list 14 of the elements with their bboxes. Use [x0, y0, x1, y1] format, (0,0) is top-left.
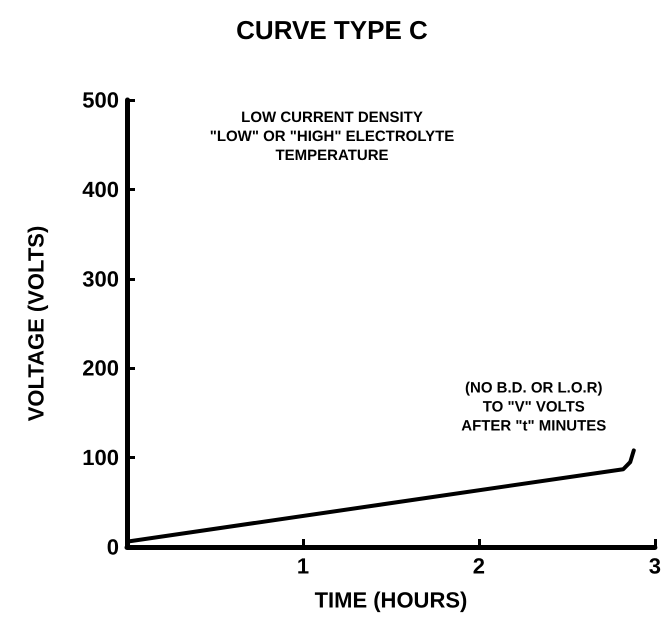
- annotation: (NO B.D. OR L.O.R) TO "V" VOLTS AFTER "t" MINUTES: [461, 379, 606, 434]
- y-tick-label: 500: [82, 88, 119, 112]
- y-tick-label: 200: [82, 356, 119, 381]
- y-tick-label: 300: [82, 266, 119, 292]
- annotation: LOW CURRENT DENSITY "LOW" OR "HIGH" ELECTROLYTE TEMPERATURE: [210, 109, 454, 164]
- y-tick-label: 0: [106, 534, 119, 560]
- x-tick-label: 3: [648, 554, 662, 578]
- x-tick-label: 1: [296, 554, 310, 578]
- x-tick-label: 2: [472, 554, 486, 578]
- y-tick-label: 100: [82, 445, 119, 470]
- y-axis-title: VOLTAGE (VOLTS): [24, 226, 48, 422]
- y-tick-label: 400: [82, 176, 119, 202]
- x-axis-title: TIME (HOURS): [314, 588, 468, 612]
- chart-title: CURVE TYPE C: [236, 15, 428, 45]
